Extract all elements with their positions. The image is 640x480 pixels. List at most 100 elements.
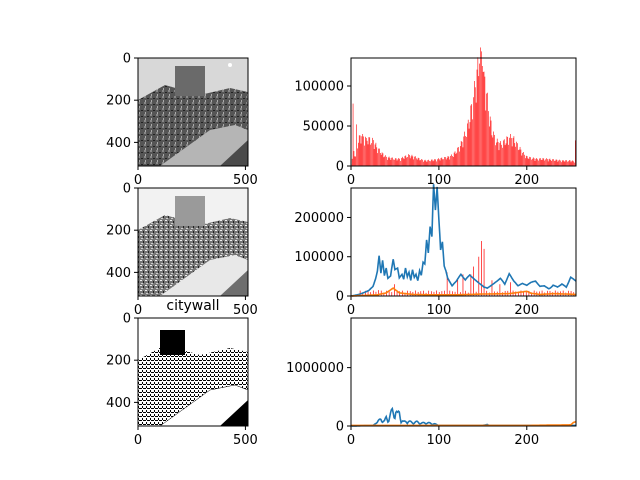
- hist1-bar: [436, 161, 437, 166]
- hist1-bar: [487, 92, 488, 166]
- hist2-red-bar: [378, 290, 379, 296]
- hist1-bar: [410, 156, 412, 166]
- hist1-bar: [567, 161, 568, 166]
- hist2-red-bar: [391, 292, 393, 296]
- image-2-tower: [175, 196, 205, 226]
- hist2-red-bar: [375, 291, 377, 296]
- hist2-red-bar: [446, 272, 448, 296]
- hist1-bar: [430, 161, 431, 166]
- hist1-bar: [468, 128, 470, 166]
- image-1-ytick-label: 400: [106, 136, 131, 151]
- hist3-frame: [350, 317, 577, 427]
- hist1-bar: [466, 136, 467, 166]
- hist1-bar: [506, 136, 508, 166]
- image-3-ytick-label: 200: [106, 354, 131, 369]
- hist1-bar: [463, 136, 465, 166]
- hist1-bar: [442, 159, 444, 166]
- hist2-red-bar: [423, 290, 424, 296]
- hist1-bar: [437, 159, 438, 166]
- hist2-red-bar: [517, 291, 519, 296]
- hist1-bar: [372, 140, 374, 166]
- hist2-red-bar: [478, 256, 480, 296]
- hist1-bar: [482, 71, 484, 166]
- hist1-bar: [477, 57, 479, 166]
- hist1-bar: [373, 149, 375, 166]
- hist2-red-bar: [491, 280, 493, 296]
- hist1-bar: [509, 137, 510, 166]
- hist1-bar: [352, 103, 354, 166]
- hist1-bar: [421, 159, 422, 166]
- hist2-red-bar: [499, 284, 501, 296]
- hist1-bar: [564, 161, 566, 166]
- hist2-red-bar: [473, 266, 474, 296]
- hist1-bar: [386, 156, 387, 166]
- hist1-bar: [568, 160, 570, 166]
- hist1-bar: [413, 159, 415, 166]
- hist1-bar: [447, 156, 449, 166]
- hist1-bar: [537, 159, 538, 166]
- hist1-bar: [512, 137, 514, 166]
- hist1-bar: [481, 51, 482, 167]
- hist1-bar: [470, 105, 472, 166]
- hist1-bar: [453, 152, 455, 166]
- hist2-red-bar: [541, 290, 543, 296]
- hist1-bar: [474, 87, 476, 166]
- hist1-bar: [405, 155, 407, 166]
- hist2-red-bar: [462, 274, 464, 296]
- hist1-ytick-label: 100000: [294, 80, 344, 95]
- hist1-bar: [524, 154, 525, 166]
- image-2-xtick-label: 0: [134, 303, 142, 318]
- hist2-red-bar: [362, 292, 364, 296]
- hist2-ytick-label: 200000: [294, 211, 344, 226]
- hist1-bar: [471, 104, 473, 166]
- hist1-bar: [555, 159, 557, 166]
- hist1-bar: [536, 158, 538, 166]
- hist1-bar: [574, 162, 575, 166]
- histogram-2: 0 100 200 0 100000 200000: [294, 184, 577, 318]
- hist1-bar: [521, 155, 523, 166]
- hist1-bar: [480, 47, 481, 167]
- hist1-bar: [525, 158, 526, 166]
- hist2-red-bar: [452, 291, 453, 296]
- hist1-xtick-label: 0: [347, 173, 355, 188]
- hist1-bar: [561, 162, 562, 166]
- hist1-bar: [534, 160, 536, 166]
- image-1-ytick-label: 0: [123, 52, 131, 67]
- hist1-bar: [394, 159, 395, 166]
- hist1-bar: [520, 149, 522, 166]
- hist2-red-bar: [428, 290, 430, 296]
- hist1-bar: [399, 158, 400, 166]
- hist1-bar: [395, 158, 397, 166]
- image-1-sun: [228, 63, 232, 67]
- hist1-bar: [546, 158, 547, 166]
- hist2-orange-series: [351, 287, 576, 297]
- hist1-bar: [445, 157, 446, 166]
- hist1-bar: [572, 160, 574, 166]
- hist1-bar: [355, 156, 356, 166]
- hist1-bar: [401, 158, 402, 166]
- hist1-bar: [360, 143, 362, 166]
- hist2-frame: [350, 187, 577, 297]
- image-panel-1: [137, 57, 249, 167]
- hist1-bar: [573, 161, 574, 166]
- hist1-xtick-label: 200: [514, 173, 539, 188]
- hist1-bar: [541, 159, 543, 166]
- hist1-bar: [357, 148, 358, 166]
- hist1-bar: [432, 161, 434, 166]
- hist1-bar: [539, 158, 541, 166]
- image-3-stairs: [220, 400, 248, 426]
- hist1-bar: [441, 157, 443, 166]
- hist1-bar: [566, 160, 567, 166]
- hist2-red-bar: [436, 290, 437, 296]
- hist1-bar: [450, 155, 451, 166]
- hist1-bar: [439, 160, 441, 166]
- hist1-bar: [465, 136, 466, 166]
- hist1-bar: [364, 145, 365, 166]
- hist2-red-bar: [481, 241, 482, 296]
- image-2-wall: [160, 255, 248, 296]
- hist1-bar: [445, 159, 447, 166]
- hist2-red-bar: [510, 282, 511, 296]
- hist1-bar: [568, 161, 569, 166]
- hist1-bar: [385, 155, 386, 166]
- hist1-bar: [528, 158, 530, 166]
